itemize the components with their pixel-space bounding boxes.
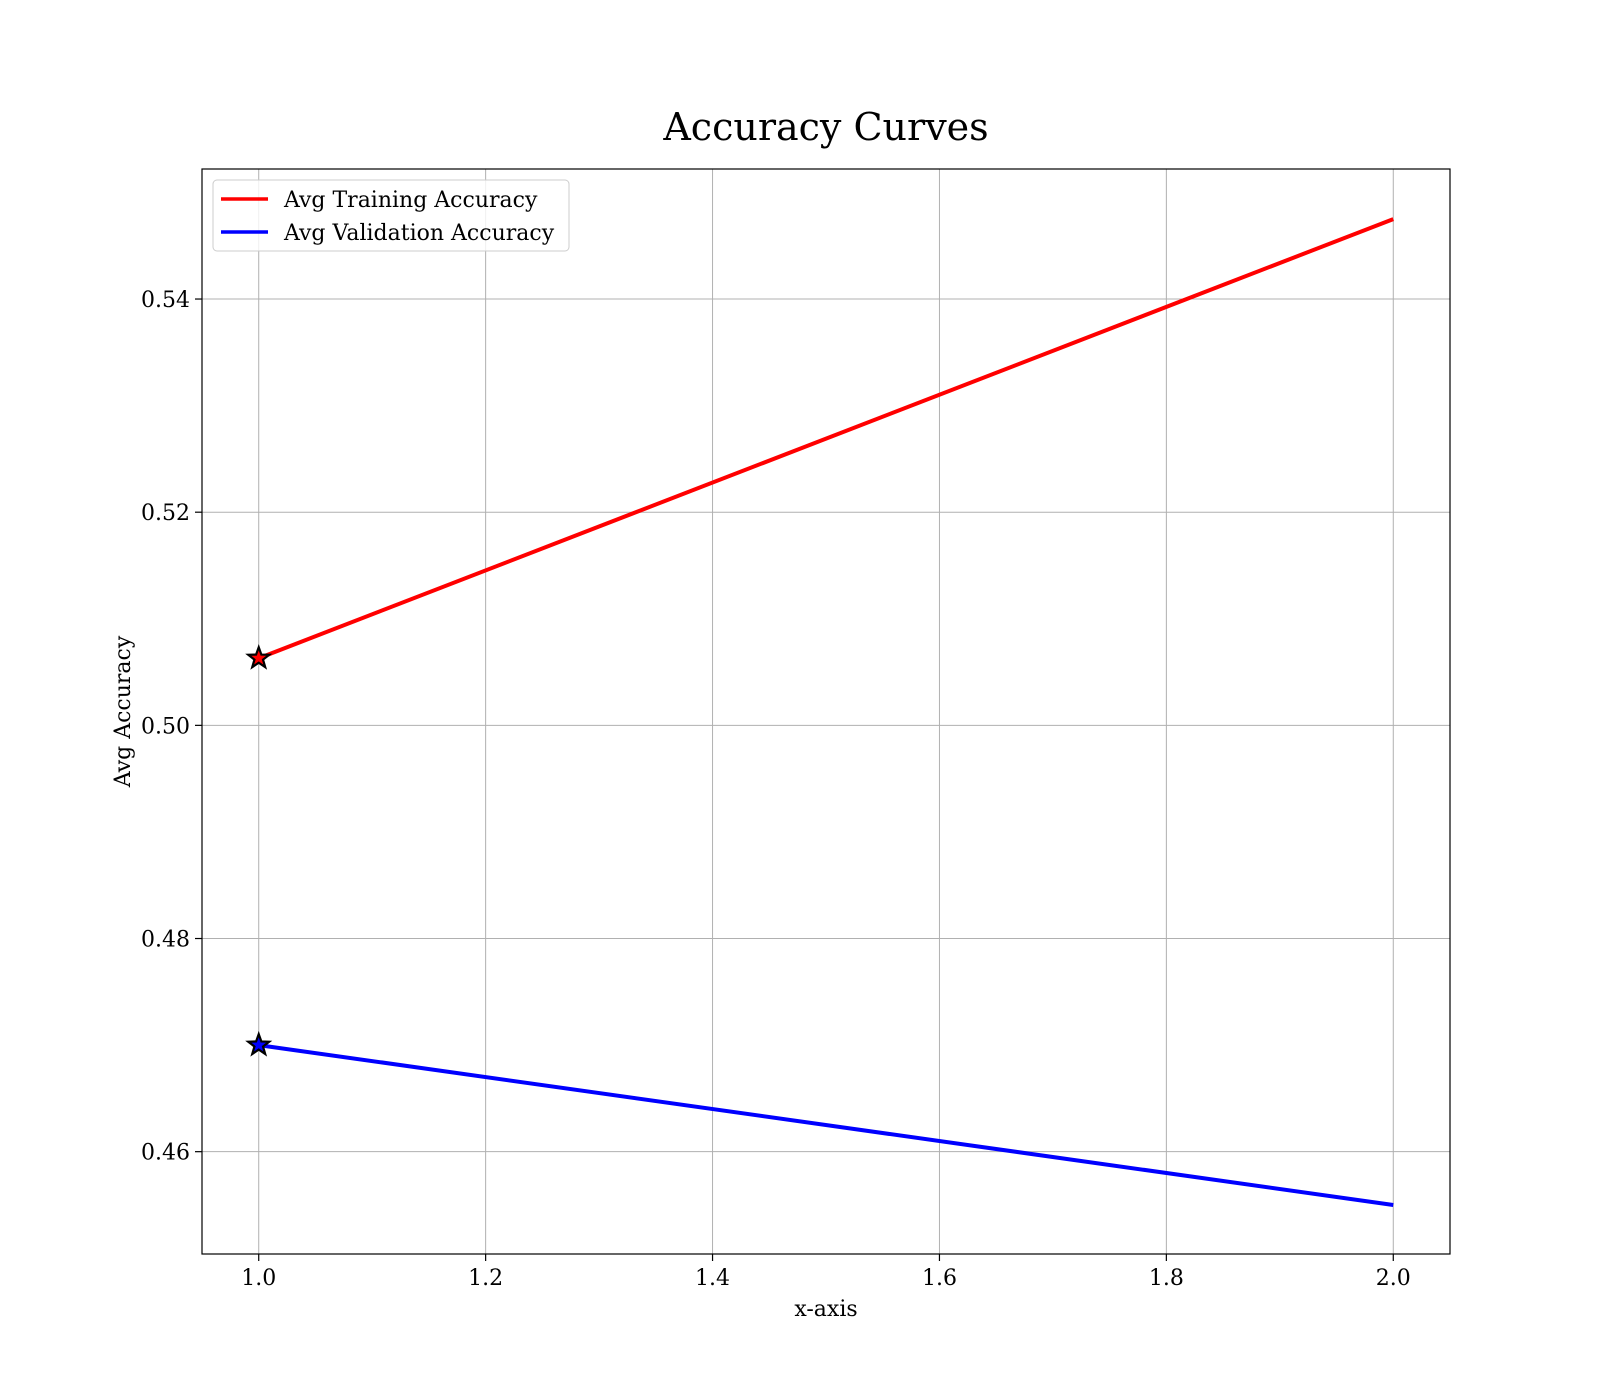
- x-tick-label: 1.8: [1149, 1266, 1184, 1291]
- y-tick-label: 0.50: [141, 714, 190, 739]
- series-line-1: [258, 1043, 1394, 1207]
- legend-label-training: Avg Training Accuracy: [283, 188, 538, 213]
- y-tick-label: 0.54: [141, 288, 190, 313]
- y-tick-label: 0.48: [141, 928, 190, 953]
- series-layer: [258, 217, 1394, 1207]
- y-tick-label: 0.46: [141, 1141, 190, 1166]
- legend-box: [212, 179, 570, 252]
- ticks: 1.0 1.2 1.4 1.6 1.8 2.0 0.46 0.48 0.50 0.52 0.54: [141, 288, 1411, 1291]
- y-tick-label: 0.52: [141, 501, 190, 526]
- x-tick-label: 1.2: [468, 1266, 503, 1291]
- plot-frame: [201, 168, 1451, 1255]
- chart-title: Accuracy Curves: [662, 105, 988, 149]
- x-tick-label: 1.4: [695, 1266, 730, 1291]
- x-tick-label: 2.0: [1376, 1266, 1411, 1291]
- legend: Avg Training Accuracy Avg Validation Acc…: [212, 179, 570, 252]
- legend-label-validation: Avg Validation Accuracy: [283, 221, 555, 246]
- y-axis-label: Avg Accuracy: [111, 635, 136, 788]
- x-tick-label: 1.6: [922, 1266, 957, 1291]
- best-point-star-1: [245, 1030, 273, 1057]
- x-axis-label: x-axis: [794, 1297, 857, 1322]
- marker-layer: [245, 643, 273, 1057]
- grid: [202, 169, 1450, 1254]
- x-tick-label: 1.0: [241, 1266, 276, 1291]
- best-point-star-0: [245, 643, 273, 670]
- series-line-0: [258, 217, 1394, 661]
